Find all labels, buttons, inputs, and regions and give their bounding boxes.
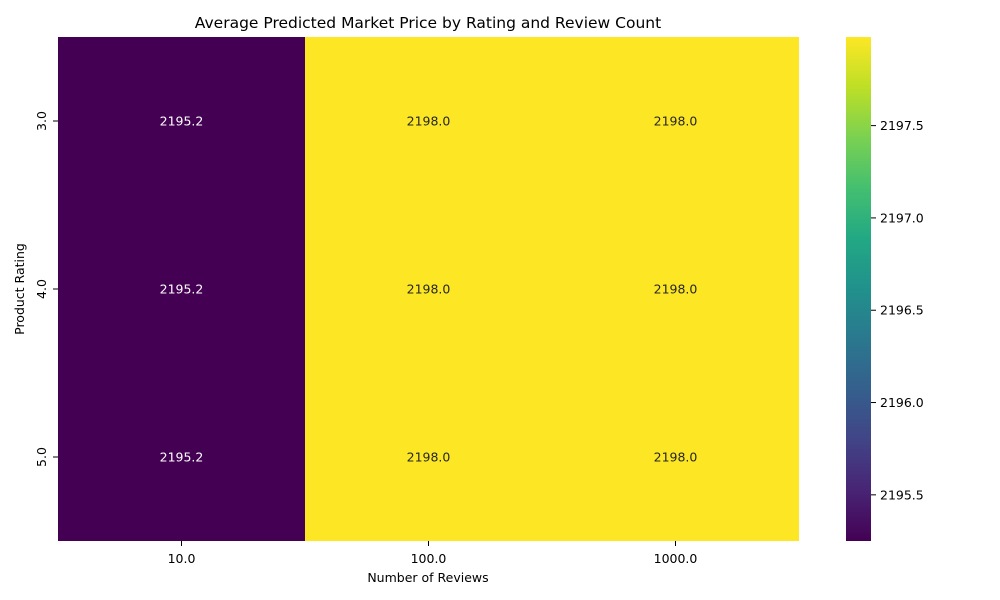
cell-value-label-r0-c0: 2195.2 — [160, 114, 204, 129]
heatmap-cell-r1-c1 — [305, 205, 552, 373]
cell-value-label-r0-c2: 2198.0 — [654, 114, 698, 129]
heatmap-cell-r1-c2 — [552, 205, 799, 373]
heatmap-cell-r2-c1 — [305, 373, 552, 541]
cell-value-label-r1-c2: 2198.0 — [654, 282, 698, 297]
x-tick-label-2: 1000.0 — [654, 551, 698, 566]
colorbar-tick-label-1: 2196.0 — [880, 395, 924, 410]
colorbar-tick-label-3: 2197.0 — [880, 210, 924, 225]
cell-value-label-r2-c2: 2198.0 — [654, 450, 698, 465]
y-tick-label-2: 5.0 — [34, 447, 49, 467]
cell-value-label-r2-c1: 2198.0 — [407, 450, 451, 465]
x-tick-label-0: 10.0 — [168, 551, 196, 566]
colorbar-tick-label-0: 2195.5 — [880, 487, 924, 502]
colorbar-tick-label-4: 2197.5 — [880, 118, 924, 133]
heatmap-cells — [58, 37, 799, 541]
colorbar-tick-label-2: 2196.5 — [880, 303, 924, 318]
heatmap-cell-labels: 2195.2 2198.0 2198.0 2195.2 2198.0 2198.0 2195… — [160, 114, 698, 465]
x-axis-ticks: 10.0 100.0 1000.0 — [168, 541, 698, 566]
x-axis-label: Number of Reviews — [367, 570, 488, 585]
heatmap-cell-r2-c2 — [552, 373, 799, 541]
cell-value-label-r2-c0: 2195.2 — [160, 450, 204, 465]
y-axis-label: Product Rating — [12, 243, 27, 335]
heatmap-cell-r0-c1 — [305, 37, 552, 205]
cell-value-label-r0-c1: 2198.0 — [407, 114, 451, 129]
heatmap-cell-r0-c2 — [552, 37, 799, 205]
y-axis-ticks: 3.0 4.0 5.0 — [34, 111, 58, 467]
colorbar-ticks: 2195.5 2196.0 2196.5 2197.0 2197.5 — [871, 118, 924, 502]
y-tick-label-1: 4.0 — [34, 279, 49, 299]
y-tick-label-0: 3.0 — [34, 111, 49, 131]
cell-value-label-r1-c0: 2195.2 — [160, 282, 204, 297]
cell-value-label-r1-c1: 2198.0 — [407, 282, 451, 297]
colorbar — [846, 37, 871, 541]
chart-title: Average Predicted Market Price by Rating… — [195, 14, 661, 32]
heatmap-cell-r0-c0 — [58, 37, 305, 205]
heatmap-cell-r1-c0 — [58, 205, 305, 373]
x-tick-label-1: 100.0 — [411, 551, 447, 566]
heatmap-cell-r2-c0 — [58, 373, 305, 541]
